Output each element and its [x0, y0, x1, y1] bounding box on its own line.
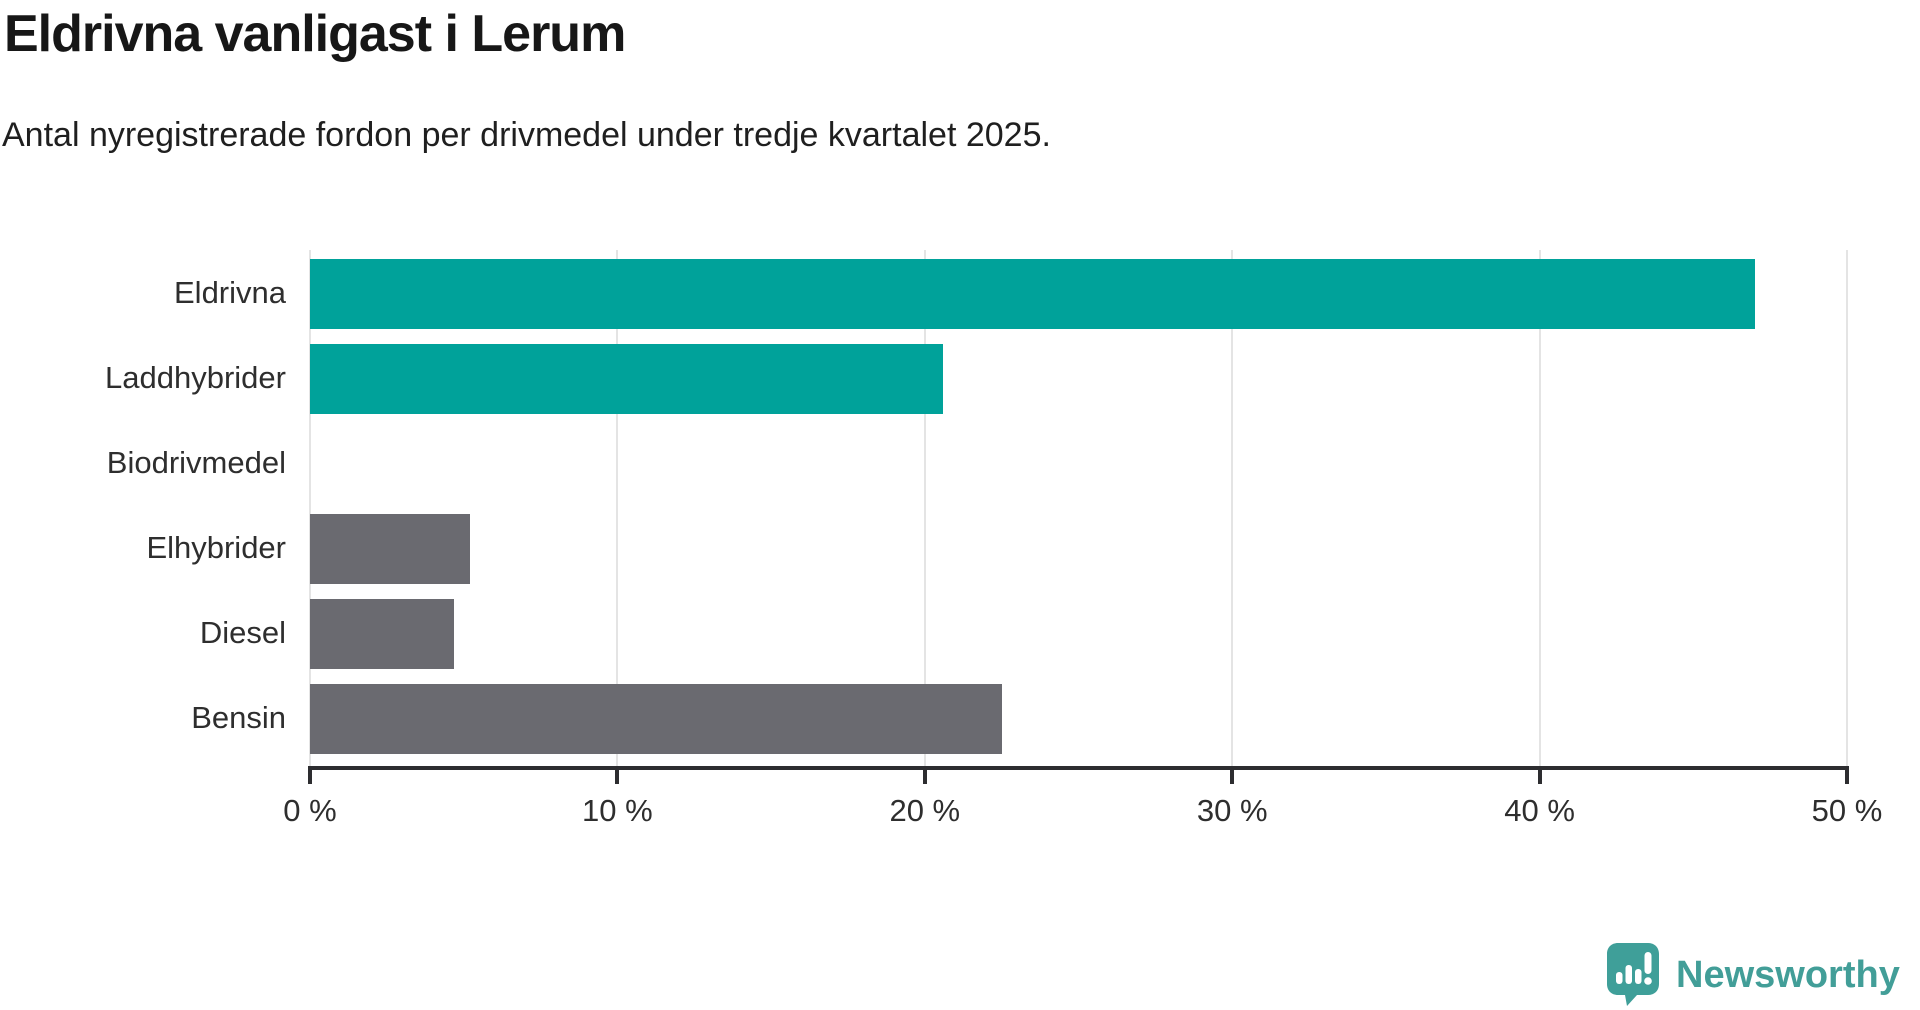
x-tick-10 — [615, 770, 620, 784]
category-label-biodrivmedel: Biodrivmedel — [106, 445, 286, 480]
x-tick-label-40: 40 % — [1504, 793, 1575, 828]
gridline-40 — [1538, 250, 1541, 766]
category-label-diesel: Diesel — [199, 615, 286, 650]
x-tick-30 — [1230, 770, 1235, 784]
x-tick-label-0: 0 % — [283, 793, 337, 828]
bar-bensin — [310, 684, 1002, 754]
newsworthy-logo[interactable]: Newsworthy — [1606, 942, 1900, 1008]
newsworthy-brand-text: Newsworthy — [1676, 953, 1900, 996]
chart-subtitle: Antal nyregistrerade fordon per drivmede… — [2, 116, 1051, 154]
gridline-50 — [1846, 250, 1848, 766]
x-tick-0 — [308, 770, 312, 784]
chart-title: Eldrivna vanligast i Lerum — [4, 5, 626, 63]
bar-elhybrider — [310, 514, 470, 584]
gridline-20 — [923, 250, 926, 766]
x-tick-label-20: 20 % — [889, 793, 961, 828]
bar-diesel — [310, 599, 454, 669]
category-label-laddhybrider: Laddhybrider — [105, 360, 286, 395]
bar-laddhybrider — [310, 344, 943, 414]
category-label-bensin: Bensin — [191, 700, 286, 735]
bar-eldrivna — [310, 259, 1755, 329]
x-tick-label-50: 50 % — [1811, 793, 1883, 828]
gridline-30 — [1231, 250, 1234, 766]
category-label-eldrivna: Eldrivna — [174, 275, 286, 310]
x-axis-line — [308, 766, 1849, 770]
x-tick-label-30: 30 % — [1196, 793, 1268, 828]
category-label-elhybrider: Elhybrider — [146, 530, 286, 565]
gridline-0 — [309, 250, 311, 766]
newsworthy-bubble-icon — [1607, 943, 1659, 1006]
x-tick-50 — [1845, 770, 1849, 784]
x-tick-label-10: 10 % — [582, 793, 653, 828]
x-tick-20 — [922, 770, 927, 784]
gridline-10 — [616, 250, 619, 766]
x-tick-40 — [1537, 770, 1542, 784]
